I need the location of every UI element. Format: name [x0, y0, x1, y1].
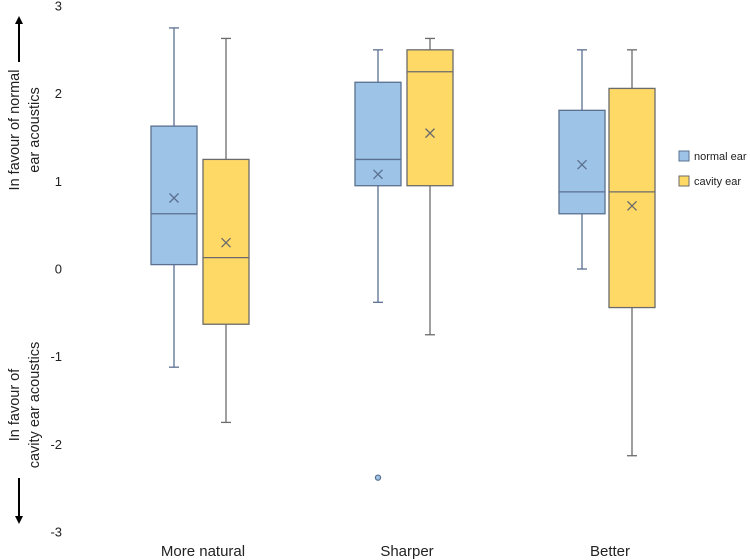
y-tick-label: 0 — [55, 262, 62, 277]
y-axis-ticks: 3 2 1 0 -1 -2 -3 — [50, 0, 62, 540]
legend-item: cavity ear — [678, 175, 741, 188]
box-plot — [150, 27, 198, 368]
series-normal-ear — [150, 27, 606, 481]
y-axis-label-top: In favour of normal ear acoustics — [7, 70, 43, 191]
category-label: Sharper — [380, 543, 433, 560]
y-label-bottom-line-1: In favour of — [7, 368, 23, 442]
legend-label: normal ear — [694, 151, 747, 163]
category-label: Better — [590, 543, 630, 560]
y-tick-label: 2 — [55, 86, 62, 101]
box-plot-series — [150, 27, 656, 481]
box-iqr — [608, 87, 656, 309]
box-plot — [354, 49, 402, 481]
y-label-top-line-2: ear acoustics — [27, 87, 43, 172]
legend-item: normal ear — [678, 150, 747, 163]
box-iqr — [354, 81, 402, 187]
legend-swatch — [678, 150, 690, 162]
box-plot — [202, 37, 250, 424]
y-label-bottom-line-2: cavity ear acoustics — [27, 342, 43, 469]
y-tick-label: 1 — [55, 174, 62, 189]
mean-marker — [221, 237, 231, 248]
series-cavity-ear — [202, 37, 656, 457]
category-label: More natural — [161, 543, 245, 560]
y-tick-label: -1 — [50, 349, 62, 364]
x-axis-categories: More natural Sharper Better — [161, 543, 630, 560]
box-iqr — [558, 109, 606, 215]
box-iqr — [150, 125, 198, 266]
mean-marker — [425, 128, 435, 139]
outlier-point — [374, 474, 382, 481]
box-plot — [608, 49, 656, 457]
box-plot — [558, 49, 606, 270]
mean-marker — [577, 159, 587, 170]
box-iqr — [406, 49, 454, 187]
y-tick-label: 3 — [55, 0, 62, 14]
mean-marker — [373, 169, 383, 180]
y-label-top-line-1: In favour of normal — [7, 70, 23, 191]
legend-swatch — [678, 175, 690, 187]
y-tick-label: -2 — [50, 437, 62, 452]
legend-label: cavity ear — [694, 176, 741, 188]
mean-marker — [169, 193, 179, 203]
y-tick-label: -3 — [50, 525, 62, 540]
mean-marker — [627, 200, 637, 211]
legend: normal ear cavity ear — [678, 150, 747, 188]
y-axis-label-bottom: In favour of cavity ear acoustics — [7, 342, 43, 469]
box-plot — [406, 37, 454, 336]
